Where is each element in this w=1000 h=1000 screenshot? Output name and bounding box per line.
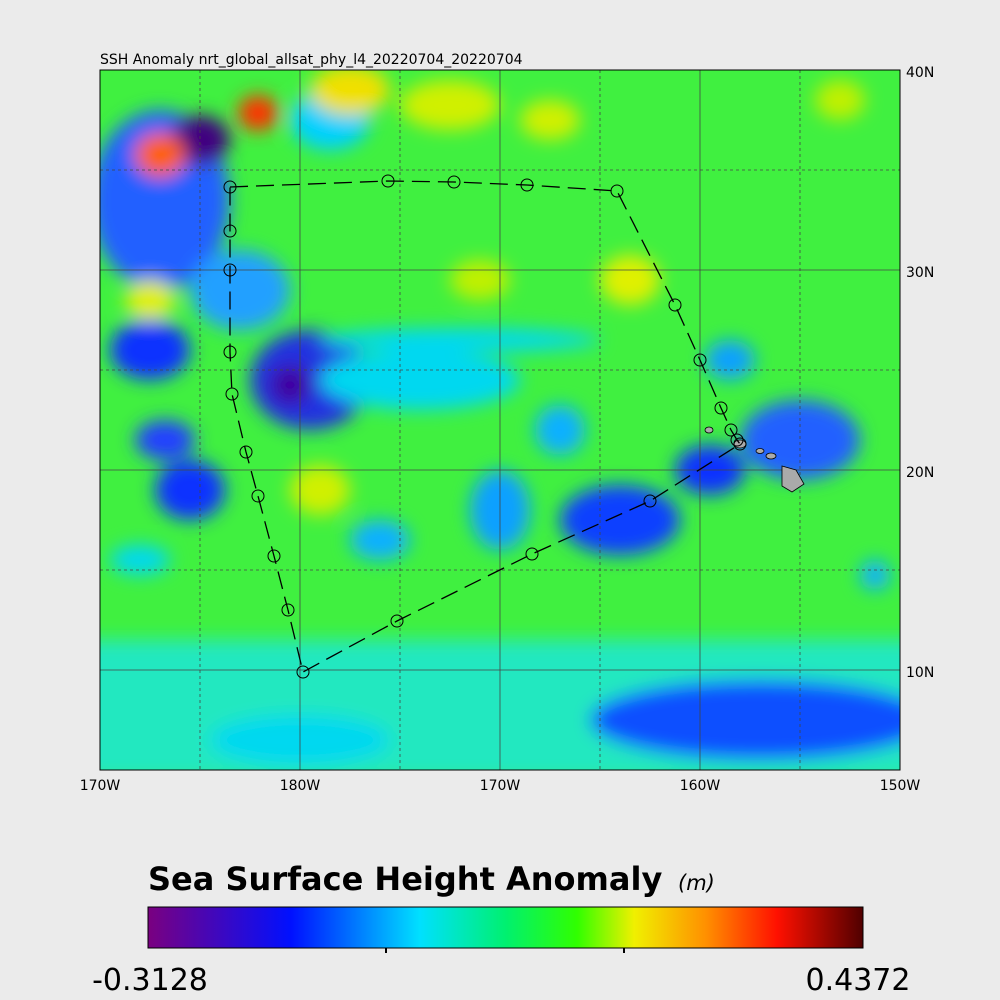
map-frame [99, 69, 901, 771]
colorbar-unit: (m) [678, 871, 715, 895]
colorbar-title: Sea Surface Height Anomaly [148, 860, 662, 898]
map-title: SSH Anomaly nrt_global_allsat_phy_l4_202… [100, 52, 523, 68]
colorbar-max: 0.4372 [806, 963, 911, 998]
colorbar [147, 906, 864, 949]
islands [704, 426, 805, 493]
lat-label: 20N [906, 465, 934, 481]
lat-label: 30N [906, 265, 934, 281]
lon-label: 180W [280, 778, 321, 794]
lon-label: 170W [480, 778, 521, 794]
ssh-field [100, 70, 900, 770]
lon-label: 160W [680, 778, 721, 794]
colorbar-min: -0.3128 [92, 963, 208, 998]
lon-label: 170W [80, 778, 121, 794]
lon-label: 150W [880, 778, 921, 794]
track [223, 174, 747, 679]
lat-label: 40N [906, 65, 934, 81]
lat-label: 10N [906, 665, 934, 681]
